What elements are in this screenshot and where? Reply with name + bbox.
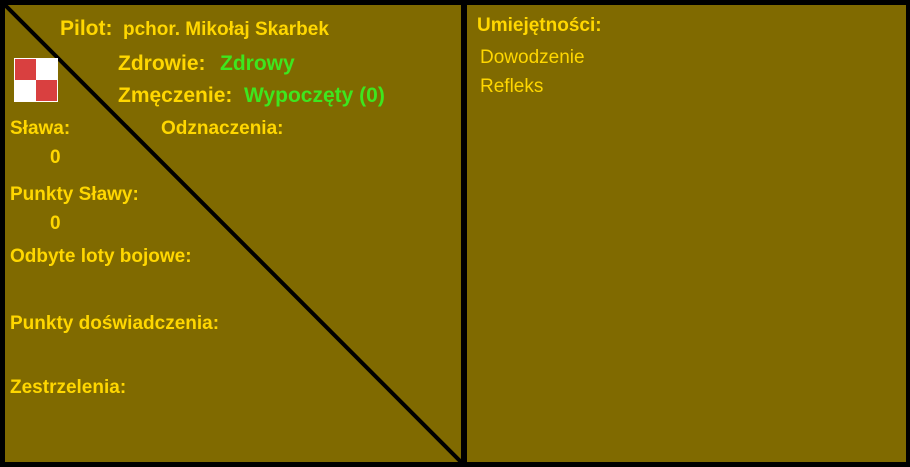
pilot-panel: Pilot: pchor. Mikołaj Skarbek Zdrowie: Z… — [5, 5, 461, 462]
experience-label: Punkty doświadczenia: — [10, 313, 220, 334]
fatigue-value: Wypoczęty (0) — [244, 84, 385, 107]
diagonal-divider — [5, 5, 461, 462]
fame-points-label: Punkty Sławy: — [10, 184, 139, 205]
missions-label: Odbyte loty bojowe: — [10, 246, 192, 267]
fame-value: 0 — [50, 147, 61, 168]
decorations-label: Odznaczenia: — [161, 118, 284, 139]
skill-item: Dowodzenie — [480, 47, 585, 68]
skills-panel: Umiejętności: Dowodzenie Refleks — [467, 5, 906, 462]
health-label: Zdrowie: — [118, 52, 206, 75]
skill-item: Refleks — [480, 76, 544, 97]
polish-checkerboard-icon — [14, 58, 58, 102]
skills-label: Umiejętności: — [477, 15, 602, 36]
pilot-label: Pilot: — [60, 17, 113, 40]
fatigue-label: Zmęczenie: — [118, 84, 233, 107]
pilot-name: pchor. Mikołaj Skarbek — [123, 19, 329, 40]
health-value: Zdrowy — [220, 52, 295, 75]
fame-label: Sława: — [10, 118, 71, 139]
kills-label: Zestrzelenia: — [10, 377, 127, 398]
fame-points-value: 0 — [50, 213, 61, 234]
